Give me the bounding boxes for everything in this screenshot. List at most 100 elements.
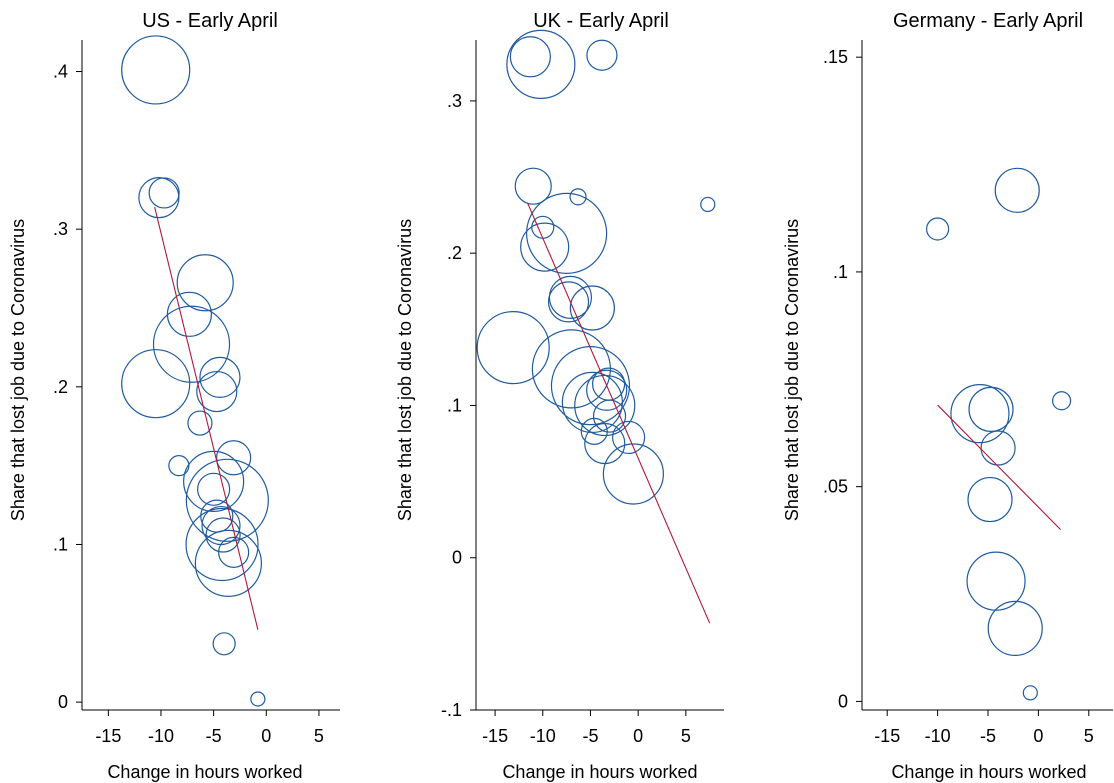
- germany-x-tick-label: 5: [1084, 726, 1094, 746]
- uk-data-point: [612, 420, 646, 455]
- us-data-point: [194, 529, 262, 597]
- us-data-point: [201, 505, 241, 546]
- germany-data-point: [987, 600, 1043, 656]
- uk-data-point: [592, 399, 627, 433]
- germany-x-axis-label: Change in hours worked: [891, 762, 1086, 782]
- us-data-point: [121, 35, 191, 105]
- uk-x-axis-label: Change in hours worked: [502, 762, 697, 782]
- uk-y-axis-label: Share that lost job due to Coronavirus: [395, 219, 415, 521]
- uk-data-point: [531, 329, 611, 409]
- uk-data-point: [574, 374, 636, 437]
- uk-data-point: [580, 417, 608, 445]
- uk-data-point: [526, 192, 608, 274]
- uk-y-tick-label: .3: [447, 91, 462, 111]
- uk-data-points: [476, 29, 716, 505]
- us-data-point: [121, 349, 191, 419]
- us-data-point: [216, 440, 252, 476]
- us-data-point: [152, 305, 231, 383]
- germany-fitted-line: [937, 404, 1061, 531]
- us-data-point: [212, 632, 236, 656]
- germany-data-point: [967, 476, 1013, 523]
- uk-data-point: [520, 222, 570, 272]
- germany-x-tick-label: -15: [874, 726, 900, 746]
- germany-data-point: [925, 217, 950, 241]
- uk-chart-title: UK - Early April: [533, 10, 669, 32]
- us-data-point: [197, 472, 231, 506]
- us-data-point: [168, 455, 190, 477]
- uk-data-point: [586, 39, 618, 71]
- uk-y-tick-label: .1: [447, 395, 462, 415]
- uk-data-point: [550, 346, 631, 426]
- us-x-tick-label: -5: [206, 726, 222, 746]
- germany-ticks: 0 .05 .1 .15 -15 -10 -5 0 5: [823, 47, 1094, 746]
- us-data-point: [148, 177, 180, 209]
- uk-x-tick-label: -10: [530, 726, 556, 746]
- us-y-tick-label: .3: [53, 219, 68, 239]
- us-y-tick-label: .2: [53, 377, 68, 397]
- us-x-tick-label: -10: [148, 726, 174, 746]
- germany-axes: [861, 40, 1113, 711]
- us-data-point: [205, 517, 241, 553]
- uk-chart-panel: UK - Early April Share that lost job due…: [395, 10, 724, 782]
- uk-y-tick-label: 0: [452, 548, 462, 568]
- germany-data-points: [925, 167, 1072, 701]
- germany-fit-line: [937, 404, 1061, 531]
- uk-fit-line: [527, 202, 711, 624]
- uk-data-point: [602, 443, 664, 505]
- us-data-point: [185, 507, 259, 582]
- us-data-point: [196, 370, 238, 413]
- uk-data-point: [514, 167, 552, 205]
- uk-x-tick-label: -15: [482, 726, 508, 746]
- us-data-point: [185, 458, 269, 542]
- us-data-point: [138, 177, 180, 219]
- germany-y-tick-label: .05: [823, 477, 848, 497]
- germany-x-tick-label: 0: [1033, 726, 1043, 746]
- uk-ticks: -.1 0 .1 .2 .3 -15 -10 -5 0 5: [441, 91, 691, 746]
- uk-data-point: [569, 188, 587, 206]
- us-fit-line: [154, 206, 259, 630]
- us-x-axis-label: Change in hours worked: [107, 762, 302, 782]
- uk-data-point: [506, 29, 576, 99]
- germany-x-tick-label: -5: [980, 726, 996, 746]
- germany-x-tick-label: -10: [925, 726, 951, 746]
- uk-data-point: [586, 369, 628, 411]
- uk-fitted-line: [527, 202, 711, 624]
- us-x-tick-label: 5: [314, 726, 324, 746]
- us-data-point: [218, 536, 250, 568]
- uk-y-tick-label: .2: [447, 243, 462, 263]
- uk-x-tick-label: 5: [681, 726, 691, 746]
- us-y-tick-label: .4: [53, 62, 68, 82]
- uk-data-point: [700, 196, 716, 213]
- germany-data-point: [980, 430, 1016, 466]
- us-data-point: [250, 691, 266, 707]
- us-ticks: 0 .1 .2 .3 .4 -15 -10 -5 0 5: [53, 62, 324, 746]
- us-axes: [81, 40, 340, 711]
- germany-data-point: [968, 386, 1014, 432]
- germany-y-tick-label: 0: [838, 691, 848, 711]
- us-chart-panel: US - Early April Share that lost job due…: [8, 10, 340, 782]
- germany-data-point: [950, 384, 1010, 444]
- us-y-axis-label: Share that lost job due to Coronavirus: [8, 219, 28, 521]
- us-data-point: [183, 450, 245, 513]
- us-data-points: [121, 35, 269, 707]
- uk-axes: [475, 40, 724, 711]
- uk-x-tick-label: -5: [582, 726, 598, 746]
- germany-chart-title: Germany - Early April: [893, 10, 1083, 32]
- germany-chart-panel: Germany - Early April Share that lost jo…: [782, 10, 1113, 782]
- uk-x-tick-label: 0: [633, 726, 643, 746]
- uk-y-tick-label: -.1: [441, 700, 462, 720]
- uk-data-point: [509, 36, 551, 78]
- germany-data-point: [1022, 685, 1038, 701]
- germany-y-axis-label: Share that lost job due to Coronavirus: [782, 219, 802, 521]
- uk-data-point: [547, 281, 590, 323]
- us-data-point: [187, 410, 213, 436]
- germany-data-point: [1051, 391, 1072, 411]
- us-data-point: [176, 254, 234, 312]
- uk-data-point: [569, 285, 615, 331]
- germany-y-tick-label: .15: [823, 47, 848, 67]
- germany-y-tick-label: .1: [833, 262, 848, 282]
- us-data-point: [199, 356, 241, 398]
- us-x-tick-label: -15: [95, 726, 121, 746]
- us-y-tick-label: .1: [53, 534, 68, 554]
